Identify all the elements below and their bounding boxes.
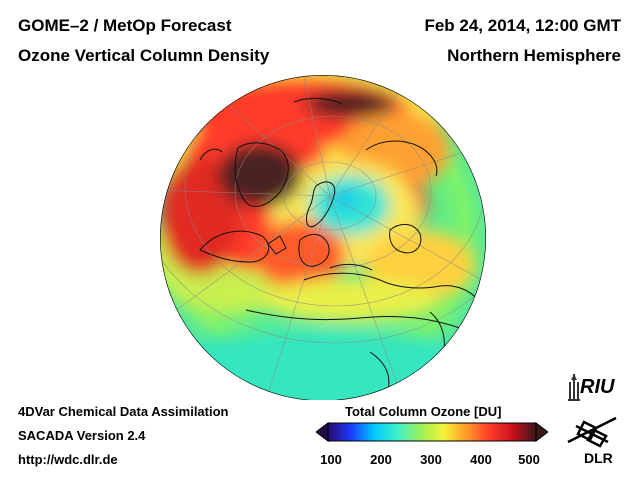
colorbar-high-arrow: [535, 422, 548, 442]
method-label: 4DVar Chemical Data Assimilation: [18, 404, 229, 419]
colorbar-tick: 200: [370, 452, 392, 467]
ozone-globe-map: [160, 75, 486, 400]
dlr-logo-text: DLR: [584, 450, 613, 466]
dlr-logo: [567, 416, 617, 448]
forecast-datetime: Feb 24, 2014, 12:00 GMT: [424, 16, 621, 35]
colorbar-tick: 300: [420, 452, 442, 467]
coastlines: [199, 97, 479, 391]
colorbar-low-arrow: [316, 422, 329, 442]
version-label: SACADA Version 2.4: [18, 428, 146, 443]
colorbar-gradient: [327, 422, 537, 442]
ozone-field: [160, 75, 486, 400]
colorbar-tick: 400: [470, 452, 492, 467]
riu-logo: [568, 374, 580, 401]
riu-logo-text: RIU: [580, 376, 615, 398]
colorbar-title: Total Column Ozone [DU]: [345, 404, 502, 419]
colorbar-tick: 500: [518, 452, 540, 467]
region-label: Northern Hemisphere: [447, 46, 621, 65]
product-title: GOME–2 / MetOp Forecast: [18, 16, 232, 35]
quantity-title: Ozone Vertical Column Density: [18, 46, 270, 65]
colorbar: [316, 422, 548, 442]
source-url: http://wdc.dlr.de: [18, 452, 118, 467]
colorbar-tick: 100: [320, 452, 342, 467]
